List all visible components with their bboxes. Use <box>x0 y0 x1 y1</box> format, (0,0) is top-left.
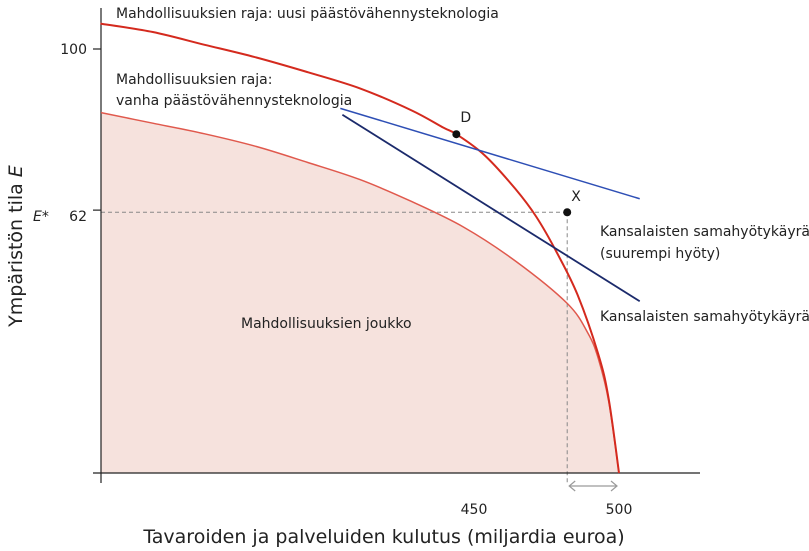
feasible-set-area <box>101 112 619 473</box>
range-arrow-right-head <box>610 480 618 492</box>
new-frontier-label: Mahdollisuuksien raja: uusi päästövähenn… <box>116 6 499 22</box>
y-star-label: E* <box>33 209 49 225</box>
point-X <box>563 208 572 217</box>
indifference-low-label: Kansalaisten samahyötykäyrä <box>600 309 809 325</box>
point-D-label: D <box>460 110 471 126</box>
y-tick-label-100: 100 <box>60 42 87 58</box>
point-D <box>452 130 461 139</box>
old-frontier-label-line2: vanha päästövähennysteknologia <box>116 93 352 109</box>
y-axis-title-var: E <box>5 165 27 177</box>
y-tick-label-62: 62 <box>69 209 87 225</box>
feasible-set-label: Mahdollisuuksien joukko <box>241 316 412 332</box>
indifference-high-label-line1: Kansalaisten samahyötykäyrä <box>600 224 809 240</box>
x-tick-label-450: 450 <box>461 502 488 518</box>
y-axis-title-prefix: Ympäristön tila <box>5 177 27 328</box>
x-axis-title: Tavaroiden ja palveluiden kulutus (milja… <box>142 526 624 548</box>
point-X-label: X <box>571 189 581 205</box>
old-frontier-curve <box>100 111 620 474</box>
old-frontier-label-line1: Mahdollisuuksien raja: <box>116 72 272 88</box>
x-tick-label-500: 500 <box>606 502 633 518</box>
y-axis-title: Ympäristön tila E <box>5 165 27 328</box>
range-arrow-left-head <box>568 480 576 492</box>
indifference-high-label-line2: (suurempi hyöty) <box>600 246 720 262</box>
indifference-curve-low <box>341 113 641 303</box>
indifference-curve-high <box>340 107 640 200</box>
